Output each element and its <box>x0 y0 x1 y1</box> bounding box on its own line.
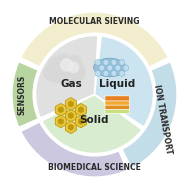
Circle shape <box>61 59 73 71</box>
Wedge shape <box>94 36 153 127</box>
Text: MOLECULAR SIEVING: MOLECULAR SIEVING <box>49 17 140 26</box>
Circle shape <box>67 63 85 82</box>
Circle shape <box>35 35 154 154</box>
Polygon shape <box>68 101 74 107</box>
Circle shape <box>44 64 61 81</box>
Polygon shape <box>75 103 86 116</box>
Wedge shape <box>42 94 142 153</box>
Polygon shape <box>103 70 109 77</box>
Wedge shape <box>36 36 98 118</box>
Polygon shape <box>111 59 117 66</box>
Polygon shape <box>55 115 66 128</box>
Polygon shape <box>68 124 74 130</box>
Polygon shape <box>111 70 117 77</box>
Polygon shape <box>123 65 129 71</box>
Wedge shape <box>12 62 40 127</box>
Polygon shape <box>99 65 105 71</box>
Polygon shape <box>65 98 76 110</box>
Wedge shape <box>20 121 127 177</box>
Polygon shape <box>55 103 66 116</box>
Text: SENSORS: SENSORS <box>17 74 26 115</box>
Polygon shape <box>68 112 74 119</box>
FancyBboxPatch shape <box>105 108 130 114</box>
Polygon shape <box>58 107 64 113</box>
Polygon shape <box>78 107 84 113</box>
Circle shape <box>67 56 82 71</box>
FancyBboxPatch shape <box>105 100 130 105</box>
Polygon shape <box>78 118 84 125</box>
Polygon shape <box>95 70 101 77</box>
Polygon shape <box>95 59 101 66</box>
Wedge shape <box>121 62 177 169</box>
Polygon shape <box>119 59 125 66</box>
Circle shape <box>56 54 73 71</box>
Polygon shape <box>58 118 64 125</box>
Circle shape <box>68 62 78 73</box>
Polygon shape <box>65 109 76 122</box>
Polygon shape <box>103 59 109 66</box>
Text: BIOMEDICAL SCIENCE: BIOMEDICAL SCIENCE <box>48 163 141 172</box>
Polygon shape <box>75 115 86 128</box>
FancyBboxPatch shape <box>105 104 130 109</box>
Circle shape <box>51 69 64 83</box>
Text: ION TRANSPORT: ION TRANSPORT <box>152 84 173 155</box>
FancyBboxPatch shape <box>105 96 130 101</box>
Circle shape <box>62 69 76 83</box>
Text: Liquid: Liquid <box>99 79 135 89</box>
Circle shape <box>48 57 62 71</box>
Text: Gas: Gas <box>61 79 83 89</box>
Polygon shape <box>65 121 76 134</box>
Text: Solid: Solid <box>80 115 109 125</box>
Polygon shape <box>107 65 113 71</box>
Polygon shape <box>119 70 125 77</box>
Wedge shape <box>20 12 169 68</box>
Ellipse shape <box>94 58 126 77</box>
Polygon shape <box>115 65 121 71</box>
Circle shape <box>51 60 73 82</box>
